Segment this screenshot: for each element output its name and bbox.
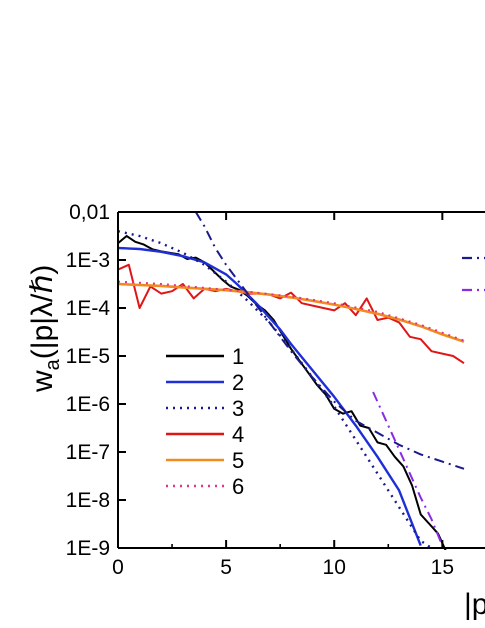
y-tick-label: 1E-4: [66, 297, 111, 320]
series-line-6: [118, 280, 465, 342]
x-tick-label: 0: [112, 556, 124, 579]
legend-label-5: 5: [232, 448, 244, 473]
series-layer: [118, 212, 465, 550]
series-line-extra-7: [372, 391, 444, 546]
y-tick-label: 1E-9: [66, 537, 110, 560]
legend-label-3: 3: [232, 396, 244, 421]
x-tick-label: 5: [220, 556, 232, 579]
legend-label-1: 1: [232, 344, 244, 369]
legend-label-4: 4: [232, 422, 244, 447]
partial-legend-layer: [462, 256, 485, 292]
y-tick-label: 1E-6: [66, 393, 110, 416]
series-line-3: [118, 230, 433, 549]
series-line-4: [118, 263, 465, 365]
series-line-extra-6: [194, 212, 465, 470]
series-line-1: [118, 235, 447, 550]
y-axis-label-sub: a: [42, 358, 64, 370]
x-axis-label: |p: [464, 588, 485, 621]
y-tick-label: 1E-3: [66, 249, 110, 272]
x-tick-label: 10: [323, 556, 346, 579]
y-tick-label: 1E-5: [66, 345, 110, 368]
legend-label-2: 2: [232, 370, 244, 395]
x-tick-label: 15: [431, 556, 454, 579]
axes-layer: [117, 211, 485, 549]
y-axis-label: wa(|p|λ/ℏ): [26, 265, 64, 393]
series-line-5: [118, 282, 465, 343]
legend-label-6: 6: [232, 474, 244, 499]
y-tick-label: 0,01: [69, 201, 110, 224]
series-line-2: [118, 246, 422, 547]
y-tick-label: 1E-7: [66, 441, 110, 464]
y-tick-label: 1E-8: [66, 489, 110, 512]
y-axis-label-arg: (|p|λ/ℏ): [26, 265, 59, 360]
y-axis-label-main: w: [26, 370, 59, 393]
